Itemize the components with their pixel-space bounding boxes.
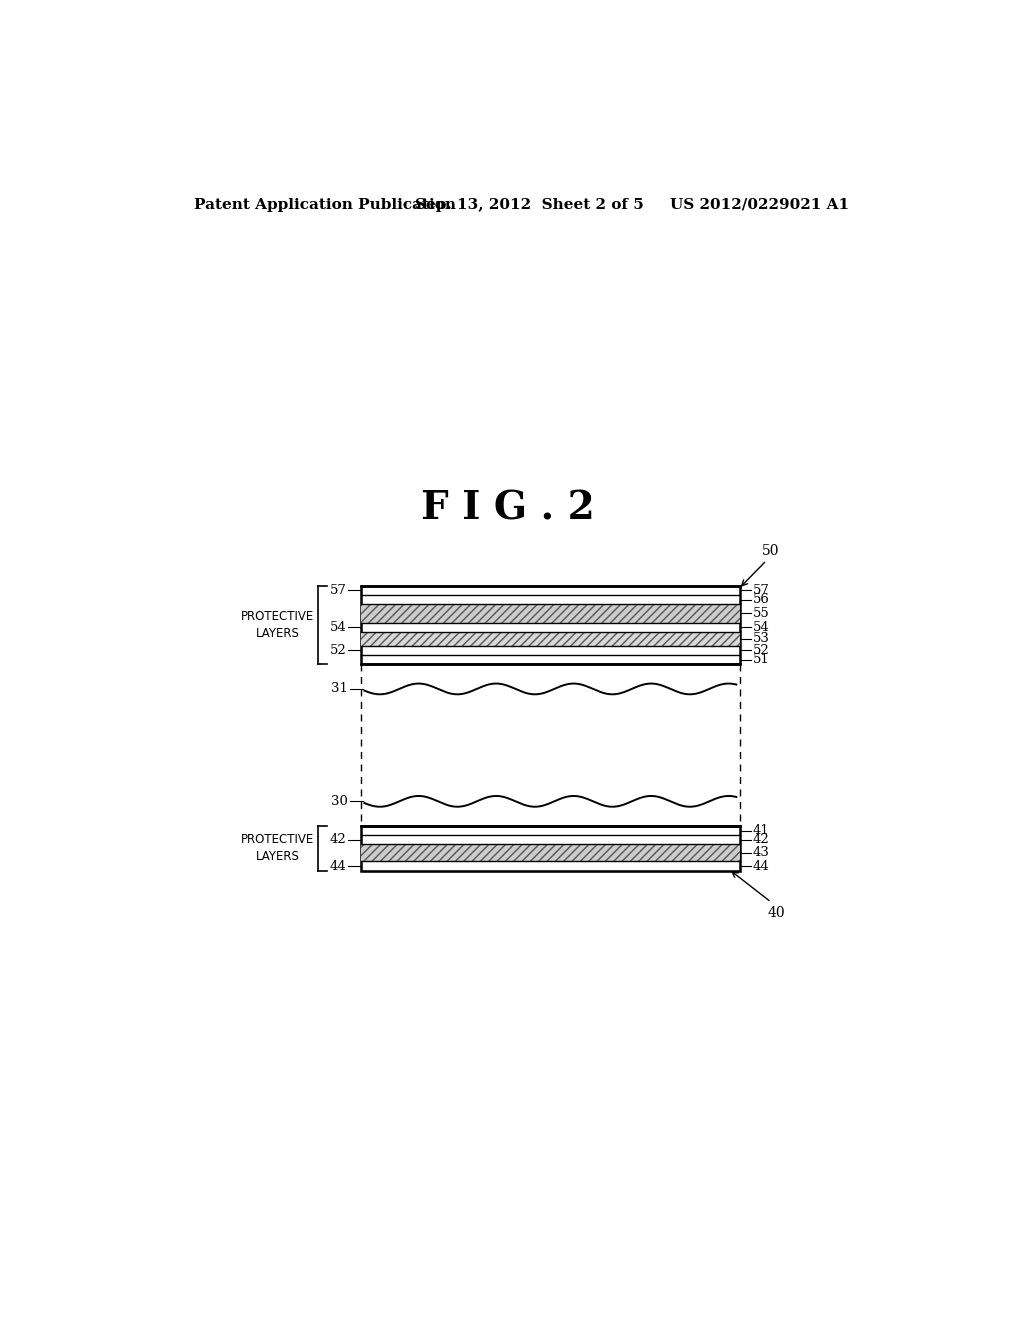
- Bar: [360, 845, 740, 862]
- Text: US 2012/0229021 A1: US 2012/0229021 A1: [671, 198, 850, 211]
- Text: 53: 53: [753, 632, 769, 645]
- Text: 57: 57: [330, 583, 346, 597]
- Text: 52: 52: [330, 644, 346, 657]
- Text: 42: 42: [330, 833, 346, 846]
- Text: Sep. 13, 2012  Sheet 2 of 5: Sep. 13, 2012 Sheet 2 of 5: [415, 198, 643, 211]
- Bar: [360, 605, 740, 623]
- Text: 31: 31: [331, 682, 348, 696]
- Text: PROTECTIVE
LAYERS: PROTECTIVE LAYERS: [241, 833, 314, 863]
- Text: 57: 57: [753, 583, 769, 597]
- Text: 42: 42: [753, 833, 769, 846]
- Bar: [360, 632, 740, 645]
- Text: 40: 40: [767, 906, 785, 920]
- Bar: [360, 826, 740, 871]
- Text: F I G . 2: F I G . 2: [421, 490, 595, 528]
- Text: 30: 30: [331, 795, 348, 808]
- Text: 56: 56: [753, 593, 769, 606]
- Text: 52: 52: [753, 644, 769, 657]
- Text: 54: 54: [330, 620, 346, 634]
- Text: 41: 41: [753, 824, 769, 837]
- Text: PROTECTIVE
LAYERS: PROTECTIVE LAYERS: [241, 610, 314, 640]
- Bar: [360, 586, 740, 664]
- Text: 51: 51: [753, 653, 769, 667]
- Text: 44: 44: [753, 859, 769, 873]
- Text: 44: 44: [330, 859, 346, 873]
- Text: 50: 50: [762, 544, 779, 558]
- Text: 54: 54: [753, 620, 769, 634]
- Text: 43: 43: [753, 846, 769, 859]
- Text: 55: 55: [753, 607, 769, 620]
- Text: Patent Application Publication: Patent Application Publication: [194, 198, 456, 211]
